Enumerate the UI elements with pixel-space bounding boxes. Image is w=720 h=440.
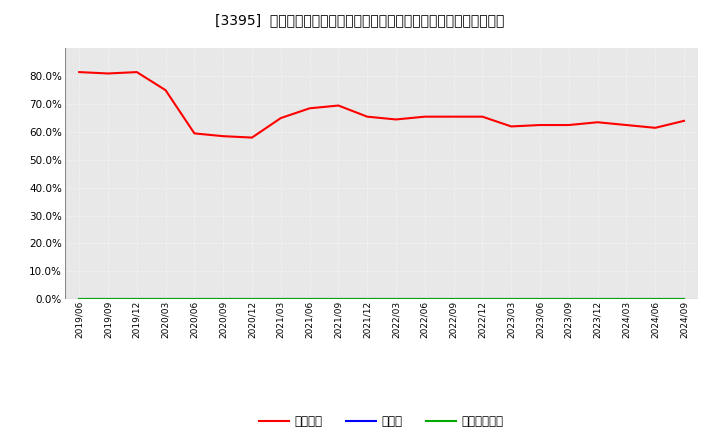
のれん (593, 297, 602, 302)
自己資本 (622, 122, 631, 128)
繰延税金資産 (420, 297, 429, 302)
のれん (219, 297, 228, 302)
Legend: 自己資本, のれん, 繰延税金資産: 自己資本, のれん, 繰延税金資産 (255, 411, 508, 433)
のれん (75, 297, 84, 302)
自己資本 (363, 114, 372, 119)
自己資本 (219, 133, 228, 139)
自己資本 (161, 88, 170, 93)
繰延税金資産 (507, 297, 516, 302)
のれん (276, 297, 285, 302)
繰延税金資産 (334, 297, 343, 302)
のれん (305, 297, 314, 302)
繰延税金資産 (190, 297, 199, 302)
のれん (478, 297, 487, 302)
自己資本 (248, 135, 256, 140)
繰延税金資産 (449, 297, 458, 302)
のれん (420, 297, 429, 302)
繰延税金資産 (651, 297, 660, 302)
Text: [3395]  自己資本、のれん、繰延税金資産の総資産に対する比率の推移: [3395] 自己資本、のれん、繰延税金資産の総資産に対する比率の推移 (215, 13, 505, 27)
繰延税金資産 (219, 297, 228, 302)
自己資本 (104, 71, 112, 76)
のれん (392, 297, 400, 302)
のれん (363, 297, 372, 302)
自己資本 (449, 114, 458, 119)
のれん (680, 297, 688, 302)
自己資本 (75, 70, 84, 75)
自己資本 (478, 114, 487, 119)
自己資本 (392, 117, 400, 122)
のれん (334, 297, 343, 302)
のれん (104, 297, 112, 302)
繰延税金資産 (680, 297, 688, 302)
のれん (161, 297, 170, 302)
自己資本 (507, 124, 516, 129)
のれん (190, 297, 199, 302)
のれん (132, 297, 141, 302)
繰延税金資産 (392, 297, 400, 302)
のれん (248, 297, 256, 302)
繰延税金資産 (593, 297, 602, 302)
のれん (536, 297, 544, 302)
繰延税金資産 (363, 297, 372, 302)
Line: 自己資本: 自己資本 (79, 72, 684, 138)
繰延税金資産 (161, 297, 170, 302)
自己資本 (132, 70, 141, 75)
自己資本 (334, 103, 343, 108)
繰延税金資産 (132, 297, 141, 302)
のれん (622, 297, 631, 302)
のれん (651, 297, 660, 302)
繰延税金資産 (622, 297, 631, 302)
繰延税金資産 (536, 297, 544, 302)
繰延税金資産 (305, 297, 314, 302)
繰延税金資産 (104, 297, 112, 302)
繰延税金資産 (75, 297, 84, 302)
のれん (564, 297, 573, 302)
自己資本 (564, 122, 573, 128)
自己資本 (420, 114, 429, 119)
のれん (449, 297, 458, 302)
自己資本 (593, 120, 602, 125)
自己資本 (680, 118, 688, 124)
繰延税金資産 (276, 297, 285, 302)
自己資本 (651, 125, 660, 130)
繰延税金資産 (478, 297, 487, 302)
自己資本 (536, 122, 544, 128)
自己資本 (276, 115, 285, 121)
自己資本 (190, 131, 199, 136)
繰延税金資産 (564, 297, 573, 302)
のれん (507, 297, 516, 302)
自己資本 (305, 106, 314, 111)
繰延税金資産 (248, 297, 256, 302)
